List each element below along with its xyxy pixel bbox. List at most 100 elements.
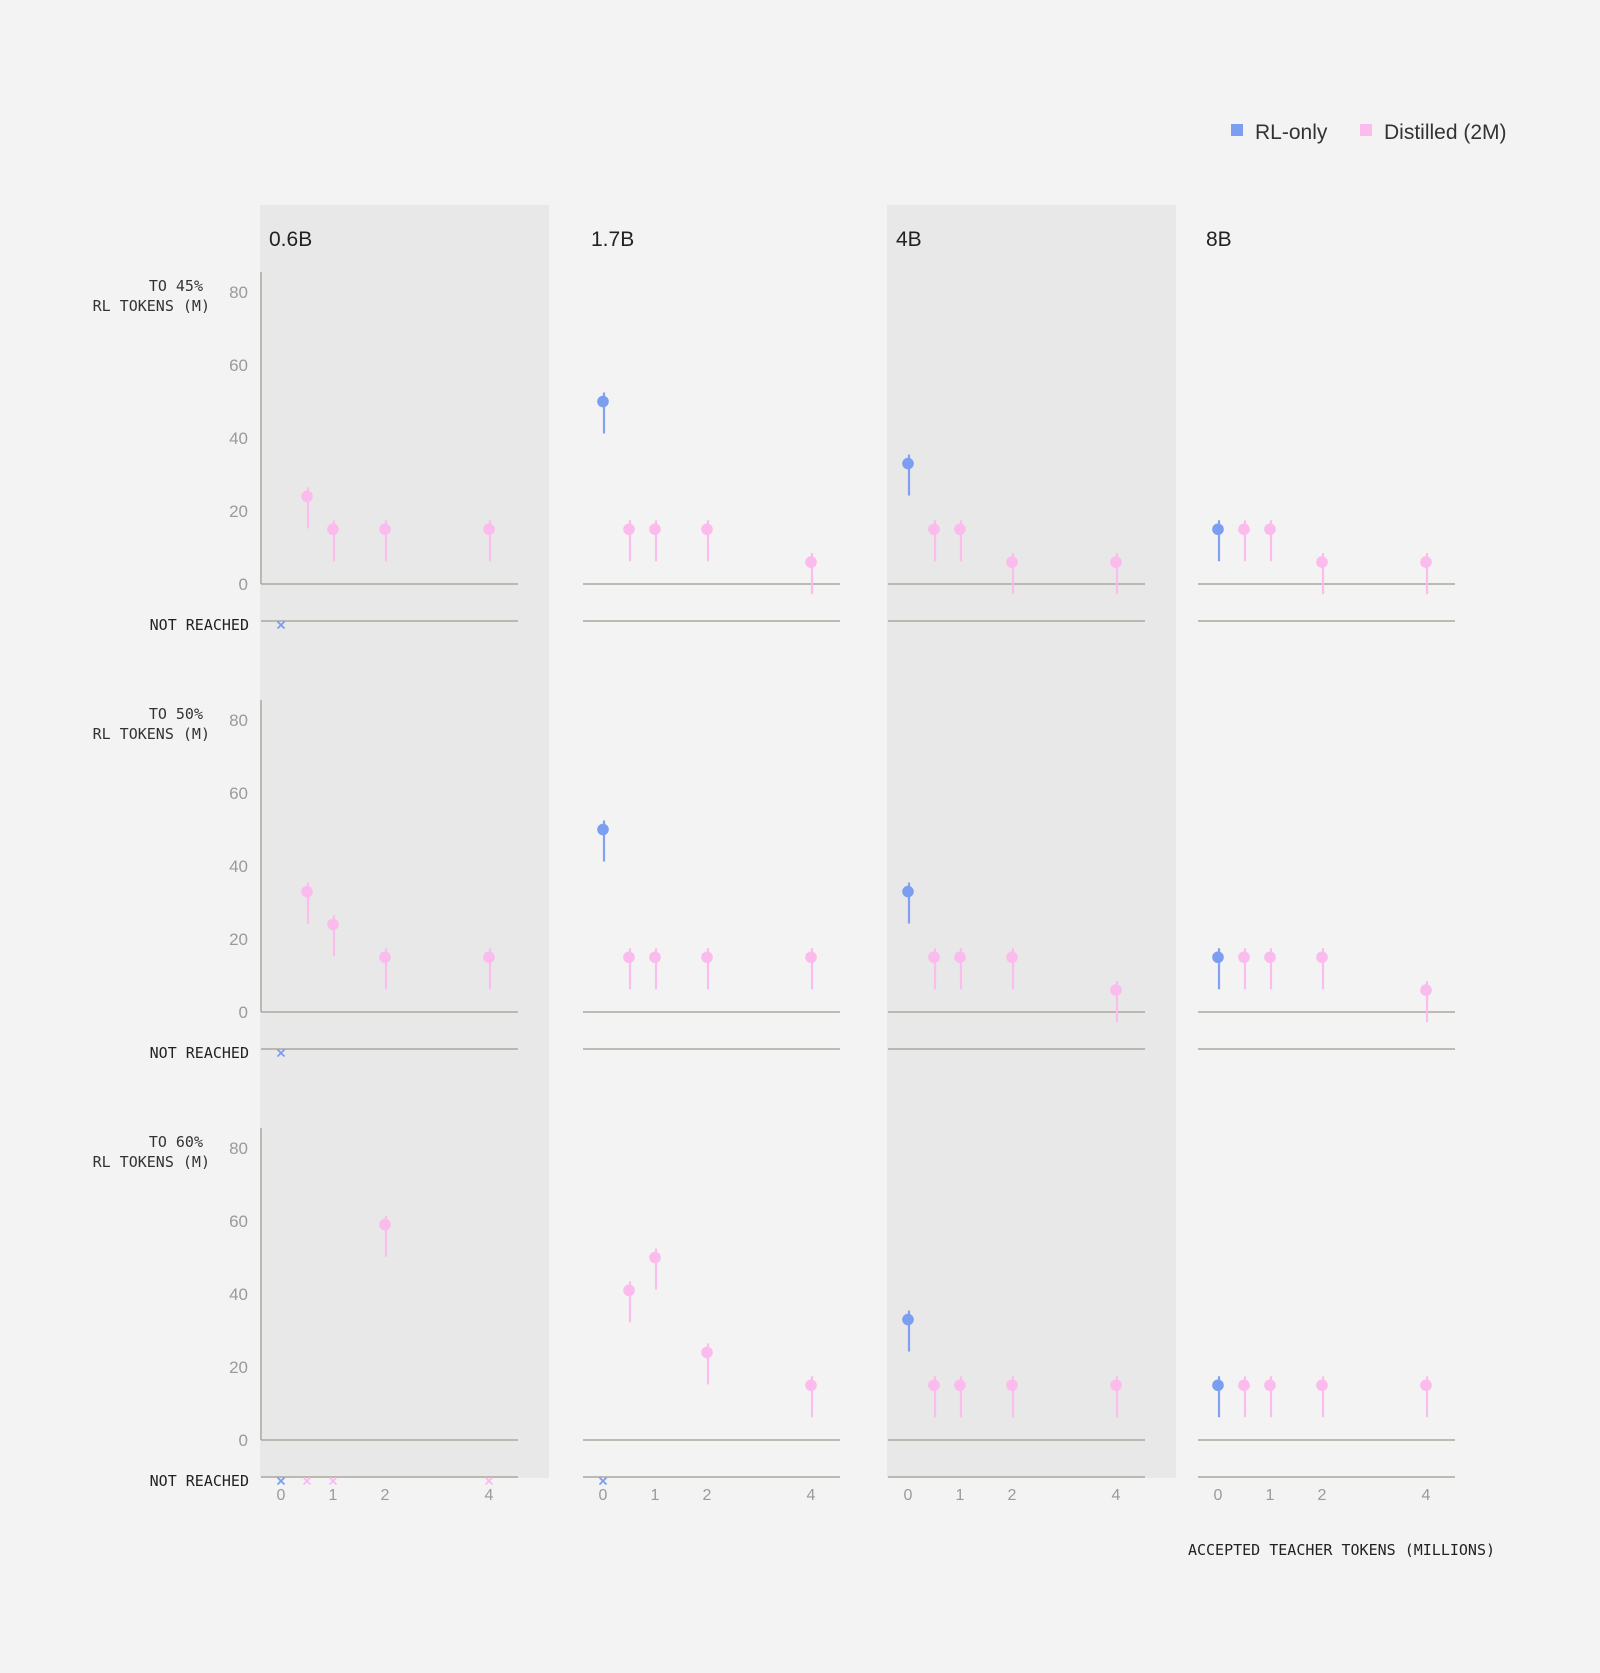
- y-tick-label: 20: [229, 1358, 248, 1377]
- data-point: [1238, 523, 1250, 536]
- data-point: [1212, 951, 1224, 964]
- row-label-line1: TO 45%: [149, 277, 203, 295]
- data-point: [1316, 1379, 1328, 1392]
- x-tick-label: 2: [381, 1487, 390, 1504]
- data-point: [379, 951, 391, 964]
- y-tick-label: 20: [229, 930, 248, 949]
- data-point: [483, 951, 495, 964]
- panel-shade-0: [260, 205, 549, 1478]
- row-label-line1: TO 60%: [149, 1133, 203, 1151]
- y-tick-label: 60: [229, 784, 248, 803]
- data-point: [1110, 1379, 1122, 1392]
- data-point: [327, 523, 339, 536]
- data-point: [379, 1218, 391, 1231]
- x-tick-label: 1: [956, 1487, 965, 1504]
- data-point: [649, 523, 661, 536]
- data-point: [954, 951, 966, 964]
- data-point: [954, 1379, 966, 1392]
- not-reached-label: NOT REACHED: [150, 1044, 249, 1062]
- x-tick-label: 1: [1266, 1487, 1275, 1504]
- data-point: [623, 951, 635, 964]
- data-point: [1264, 1379, 1276, 1392]
- data-point: [1006, 556, 1018, 568]
- y-tick-label: 20: [229, 502, 248, 521]
- data-point: [301, 885, 313, 898]
- y-tick-label: 80: [229, 1139, 248, 1158]
- data-point: [1238, 1379, 1250, 1392]
- data-point: [1006, 1379, 1018, 1392]
- data-point: [597, 823, 609, 836]
- x-tick-label: 4: [1112, 1487, 1121, 1504]
- data-point: [1420, 984, 1432, 996]
- not-reached-marker: [484, 1476, 494, 1486]
- x-axis-label: ACCEPTED TEACHER TOKENS (MILLIONS): [1188, 1541, 1495, 1559]
- row-label-line2: RL TOKENS (M): [93, 297, 210, 315]
- y-tick-label: 60: [229, 1212, 248, 1231]
- data-point: [1212, 1379, 1224, 1392]
- data-point: [1212, 523, 1224, 536]
- not-reached-marker: [328, 1476, 338, 1486]
- data-point: [1420, 1379, 1432, 1392]
- data-point: [623, 1284, 635, 1297]
- data-point: [701, 523, 713, 536]
- data-point: [327, 918, 339, 931]
- x-tick-label: 0: [1214, 1487, 1223, 1504]
- x-tick-label: 0: [599, 1487, 608, 1504]
- data-point: [902, 457, 914, 470]
- data-point: [597, 395, 609, 408]
- x-tick-label: 1: [651, 1487, 660, 1504]
- x-tick-label: 2: [1008, 1487, 1017, 1504]
- x-tick-label: 4: [807, 1487, 816, 1504]
- not-reached-marker: [276, 620, 286, 630]
- y-tick-label: 0: [239, 1431, 248, 1450]
- row-label-line1: TO 50%: [149, 705, 203, 723]
- panel-title-4B: 4B: [896, 228, 922, 251]
- row-label-line2: RL TOKENS (M): [93, 725, 210, 743]
- data-point: [1316, 556, 1328, 568]
- data-point: [623, 523, 635, 536]
- data-point: [701, 1346, 713, 1359]
- legend-swatch-rl-only: [1231, 124, 1243, 136]
- data-point: [928, 1379, 940, 1392]
- row-label-line2: RL TOKENS (M): [93, 1153, 210, 1171]
- data-point: [805, 556, 817, 568]
- data-point: [928, 951, 940, 964]
- legend-label-distilled: Distilled (2M): [1384, 121, 1507, 144]
- data-point: [649, 951, 661, 964]
- data-point: [301, 490, 313, 503]
- legend-label-rl-only: RL-only: [1255, 121, 1328, 144]
- not-reached-label: NOT REACHED: [150, 616, 249, 634]
- y-tick-label: 0: [239, 575, 248, 594]
- x-tick-label: 4: [485, 1487, 494, 1504]
- data-point: [1006, 951, 1018, 964]
- data-point: [1264, 951, 1276, 964]
- data-point: [1110, 984, 1122, 996]
- data-point: [805, 951, 817, 964]
- data-point: [928, 523, 940, 536]
- data-point: [1110, 556, 1122, 568]
- x-tick-label: 4: [1422, 1487, 1431, 1504]
- y-tick-label: 60: [229, 356, 248, 375]
- y-tick-label: 80: [229, 283, 248, 302]
- not-reached-marker: [598, 1476, 608, 1486]
- data-point: [805, 1379, 817, 1392]
- x-tick-label: 2: [703, 1487, 712, 1504]
- data-point: [902, 885, 914, 898]
- panel-shade-1: [887, 205, 1176, 1478]
- x-tick-label: 2: [1318, 1487, 1327, 1504]
- data-point: [902, 1313, 914, 1326]
- y-tick-label: 0: [239, 1003, 248, 1022]
- panel-title-1.7B: 1.7B: [591, 228, 634, 251]
- y-tick-label: 40: [229, 429, 248, 448]
- x-tick-label: 0: [277, 1487, 286, 1504]
- x-tick-label: 0: [904, 1487, 913, 1504]
- not-reached-marker: [276, 1476, 286, 1486]
- not-reached-label: NOT REACHED: [150, 1472, 249, 1490]
- y-tick-label: 40: [229, 857, 248, 876]
- data-point: [1264, 523, 1276, 536]
- not-reached-marker: [302, 1476, 312, 1486]
- data-point: [1238, 951, 1250, 964]
- x-tick-label: 1: [329, 1487, 338, 1504]
